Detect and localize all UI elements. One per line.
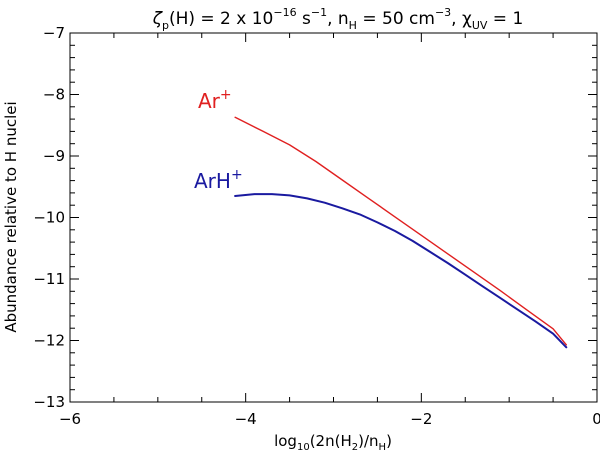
- series-line-ar-plus: [234, 116, 567, 346]
- y-tick-label: −9: [43, 147, 65, 165]
- title-exp1: −16: [273, 6, 296, 19]
- y-axis-title: Abundance relative to H nuclei: [2, 101, 20, 332]
- title-part1: (H) = 2 x 10: [169, 9, 273, 29]
- title-sub-uv: UV: [472, 19, 488, 32]
- title-part3: , n: [327, 9, 349, 29]
- title-zeta: ζ: [152, 9, 164, 29]
- y-tick-label: −13: [33, 393, 65, 411]
- title-exp2: −1: [311, 6, 327, 19]
- title-exp3: −3: [435, 6, 451, 19]
- title-sub-h: H: [349, 19, 357, 32]
- x-tick-label: −6: [59, 410, 81, 428]
- series-line-arh-plus: [234, 193, 568, 349]
- chart-title: ζp(H) = 2 x 10−16 s−1, nH = 50 cm−3, χUV…: [152, 6, 524, 32]
- y-tick-label: −7: [43, 24, 65, 42]
- series-label-arh-plus: ArH+: [194, 167, 243, 193]
- y-tick-label: −11: [33, 270, 65, 288]
- x-tick-label: −2: [410, 410, 432, 428]
- series-group: [234, 116, 568, 349]
- y-tick-label: −8: [43, 86, 65, 104]
- x-tick-label: −4: [235, 410, 257, 428]
- y-tick-label: −10: [33, 209, 65, 227]
- series-label-ar-plus: Ar+: [198, 87, 232, 113]
- axes: −6 −4 −2 0 −13 −12 −11 −10 −9 −8 −7: [33, 24, 600, 428]
- x-tick-label: 0: [592, 410, 600, 428]
- plot-frame: [69, 32, 598, 403]
- title-part6: = 1: [487, 9, 523, 29]
- x-axis-title: log10(2n(H2)/nH): [274, 432, 392, 453]
- title-part2: s: [297, 9, 311, 29]
- title-part4: = 50 cm: [357, 9, 435, 29]
- title-zeta-sub: p: [162, 19, 169, 32]
- title-part5: , χ: [451, 9, 472, 29]
- y-tick-label: −12: [33, 332, 65, 350]
